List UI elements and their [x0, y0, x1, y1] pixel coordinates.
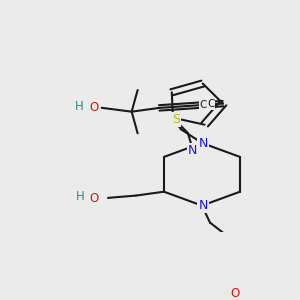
Text: H: H	[76, 190, 84, 203]
Text: N: N	[198, 136, 208, 149]
Text: N: N	[198, 199, 208, 212]
Text: N: N	[188, 144, 198, 157]
Text: O: O	[89, 101, 98, 114]
Text: O: O	[230, 287, 239, 300]
Text: O: O	[89, 192, 99, 205]
Text: C: C	[207, 99, 214, 110]
Text: C: C	[200, 100, 207, 110]
Text: S: S	[172, 113, 180, 127]
Text: H: H	[75, 100, 84, 113]
